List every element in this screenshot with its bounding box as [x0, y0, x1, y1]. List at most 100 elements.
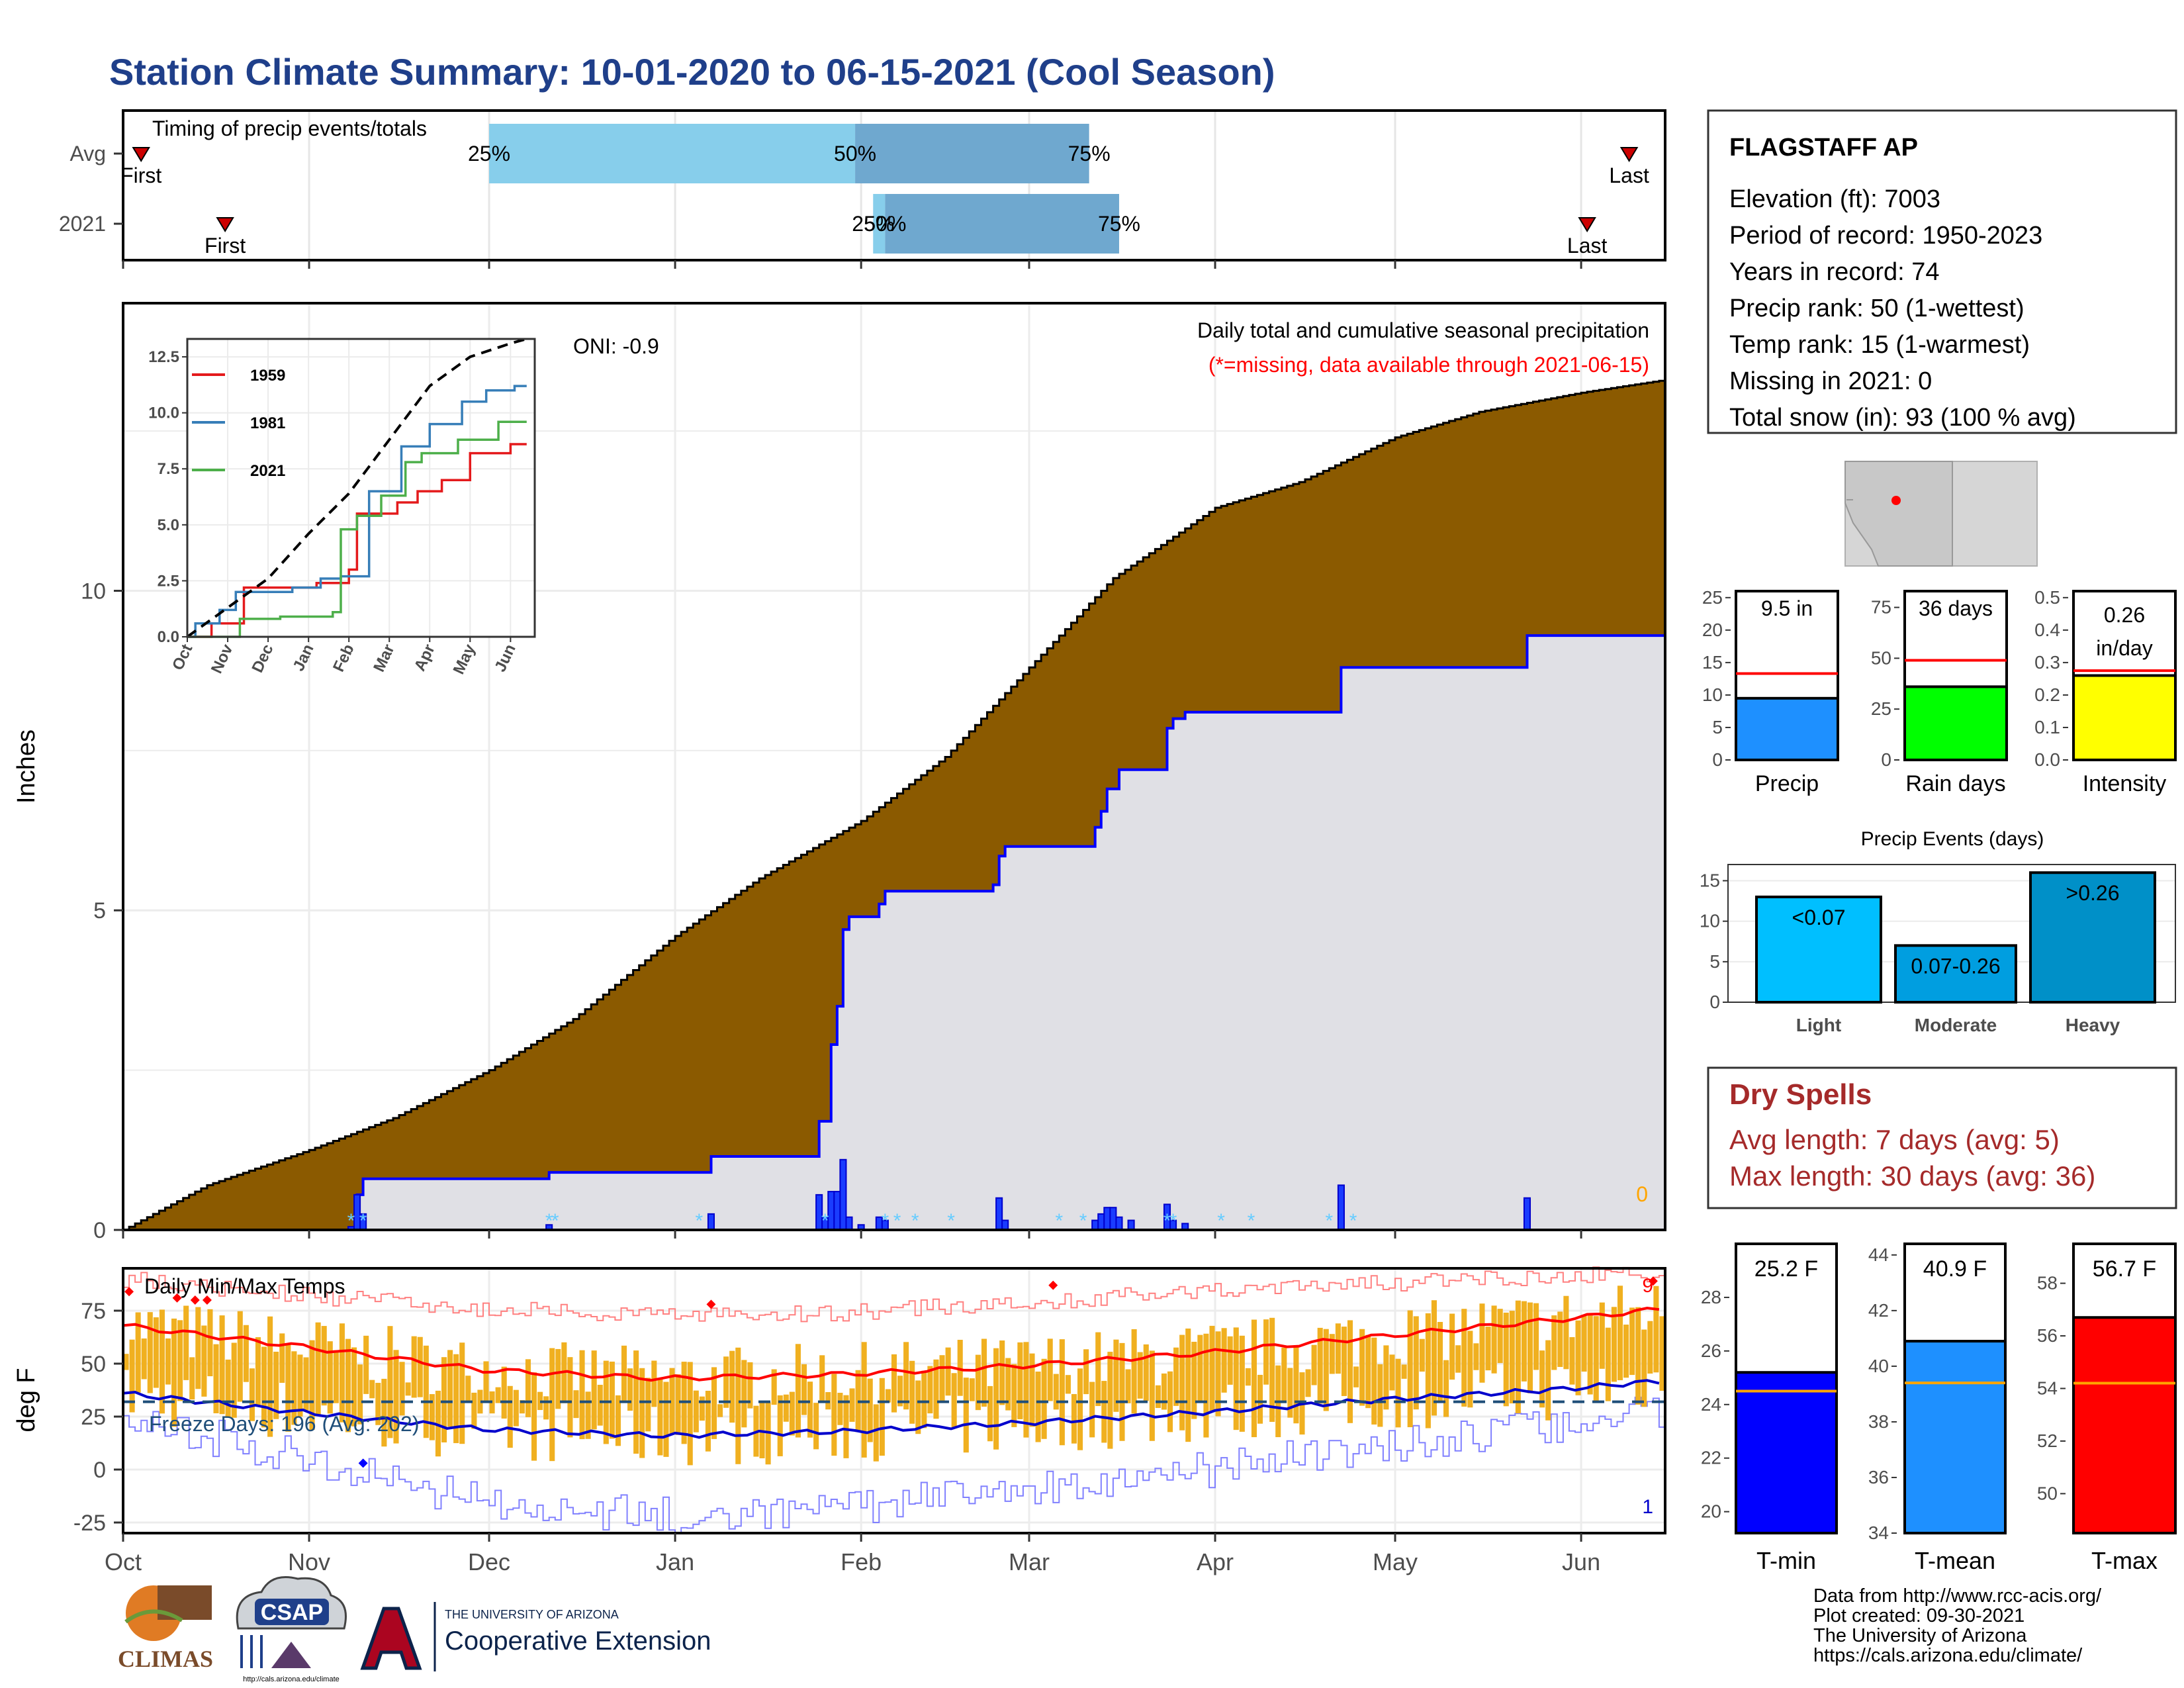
temp-y-tick-label: 75	[81, 1299, 106, 1324]
temp-summary-value-label: 40.9 F	[1923, 1256, 1987, 1282]
daily-temp-bar	[1179, 1335, 1185, 1430]
daily-temp-bar	[1509, 1311, 1515, 1404]
daily-temp-bar	[273, 1351, 279, 1419]
daily-temp-bar	[1407, 1310, 1413, 1428]
daily-temp-bar	[1353, 1366, 1359, 1387]
daily-temp-bar	[969, 1378, 975, 1401]
daily-temp-bar	[1557, 1311, 1563, 1368]
station-info-line: Period of record: 1950-2023	[1729, 222, 2042, 250]
daily-temp-bar	[213, 1344, 219, 1414]
daily-temp-bar	[747, 1362, 753, 1409]
daily-temp-bar	[909, 1360, 915, 1424]
daily-temp-bar	[201, 1325, 207, 1397]
daily-temp-bar	[135, 1312, 141, 1393]
daily-temp-bar	[1191, 1341, 1197, 1419]
daily-temp-bar	[1287, 1368, 1293, 1418]
daily-temp-bar	[549, 1348, 555, 1462]
temp-summary-value-label: 25.2 F	[1754, 1256, 1818, 1282]
daily-temp-bar	[1029, 1353, 1035, 1427]
daily-temp-bar	[1089, 1382, 1095, 1438]
snow-marker: *	[882, 1210, 889, 1232]
cumulative-2021-line	[123, 634, 1665, 1231]
temp-summary-y-tick-label: 20	[1701, 1501, 1721, 1522]
daily-temp-bar	[471, 1392, 477, 1429]
daily-temp-bar	[1125, 1369, 1131, 1403]
daily-temp-bar	[1293, 1346, 1299, 1424]
snow-marker: *	[821, 1210, 829, 1232]
daily-temp-bar	[645, 1378, 651, 1432]
station-location-map	[1844, 461, 2038, 567]
inset-series-1959	[187, 443, 527, 638]
daily-temp-bar	[315, 1322, 321, 1417]
daily-temp-bar	[291, 1351, 297, 1425]
daily-temp-bar	[1149, 1350, 1155, 1441]
daily-temp-bar	[477, 1389, 483, 1414]
daily-temp-bar	[885, 1389, 891, 1403]
daily-temp-bar	[1263, 1319, 1269, 1385]
daily-temp-bar	[1605, 1327, 1611, 1401]
daily-temp-bar	[1143, 1344, 1149, 1401]
record-high-marker	[1648, 1276, 1658, 1286]
footer: Data from http://www.rcc-acis.org/Plot c…	[118, 1576, 2102, 1683]
summary-y-tick-label: 0.3	[2034, 652, 2060, 673]
summary-value-bar	[1735, 696, 1839, 761]
station-info-line: Total snow (in): 93 (100 % avg)	[1729, 404, 2076, 432]
daily-temp-bar	[915, 1380, 921, 1434]
temp-summary-y-tick-label: 26	[1701, 1340, 1721, 1361]
daily-temp-bar	[723, 1356, 729, 1408]
cumulative-inset: 0.0 2.5 5.0 7.5 10.0 12.5 Oct Nov Dec Jan Feb Mar Ap…	[148, 338, 536, 677]
daily-temp-bar	[1083, 1349, 1089, 1395]
daily-temp-bar	[777, 1395, 783, 1456]
dry-spells-frame	[1707, 1066, 2177, 1209]
daily-temp-bar	[1095, 1332, 1101, 1407]
last-label: Last	[1609, 164, 1649, 187]
inset-x-tick-label: Dec	[248, 641, 277, 675]
daily-temp-bar	[789, 1391, 795, 1436]
daily-temp-bar	[975, 1354, 981, 1411]
daily-temp-bar	[243, 1325, 249, 1382]
month-label-jun: Jun	[1562, 1548, 1600, 1575]
daily-temp-bar	[927, 1366, 933, 1414]
inset-series-2021	[187, 420, 527, 638]
daily-temp-bar	[1485, 1327, 1491, 1371]
precip-corner-count: 0	[1636, 1182, 1648, 1206]
daily-temp-bar	[1101, 1381, 1107, 1443]
ua-logo-small-text: THE UNIVERSITY OF ARIZONA	[445, 1608, 619, 1621]
inset-legend-label-1981: 1981	[250, 414, 285, 432]
daily-temp-bar	[879, 1378, 885, 1456]
temp-summary-bar	[2072, 1316, 2177, 1534]
daily-temp-bar	[459, 1342, 465, 1444]
daily-temp-bar	[993, 1348, 999, 1450]
snow-marker: *	[1248, 1210, 1255, 1232]
month-label-oct: Oct	[105, 1548, 142, 1575]
daily-temp-bar	[1317, 1327, 1323, 1404]
daily-temp-bar	[1443, 1360, 1449, 1417]
daily-temp-bar	[429, 1394, 435, 1440]
timing-row-2021: 2021 25%50% 75% First Last	[59, 194, 1607, 258]
daily-temp-bar	[159, 1309, 165, 1414]
page-title: Station Climate Summary: 10-01-2020 to 0…	[109, 51, 1275, 93]
station-info-line: Elevation (ft): 7003	[1729, 185, 1940, 213]
daily-temp-bar	[615, 1395, 621, 1446]
month-label-dec: Dec	[468, 1548, 510, 1575]
daily-temp-bar	[1533, 1303, 1539, 1370]
temp-y-tick-label: 0	[93, 1458, 106, 1483]
timing-bar-25-50	[489, 124, 856, 183]
snow-marker: *	[1325, 1210, 1333, 1232]
daily-temp-bar	[1155, 1385, 1161, 1408]
month-label-apr: Apr	[1197, 1548, 1234, 1575]
summary-category-label: Rain days	[1905, 771, 2005, 796]
daily-temp-bar	[1023, 1342, 1029, 1438]
daily-temp-bar	[1473, 1343, 1479, 1370]
daily-precip-bar	[707, 1213, 715, 1231]
daily-temp-bar	[339, 1323, 345, 1423]
summary-y-tick-label: 25	[1871, 698, 1891, 719]
precip-y-tick-label: 0	[93, 1218, 106, 1243]
ua-logo-extension-text: Cooperative Extension	[445, 1626, 711, 1656]
daily-temp-bar	[873, 1404, 879, 1462]
daily-temp-bar	[1497, 1309, 1503, 1364]
summary-y-tick-label: 20	[1702, 620, 1723, 640]
precip-y-tick-label: 5	[93, 898, 106, 923]
